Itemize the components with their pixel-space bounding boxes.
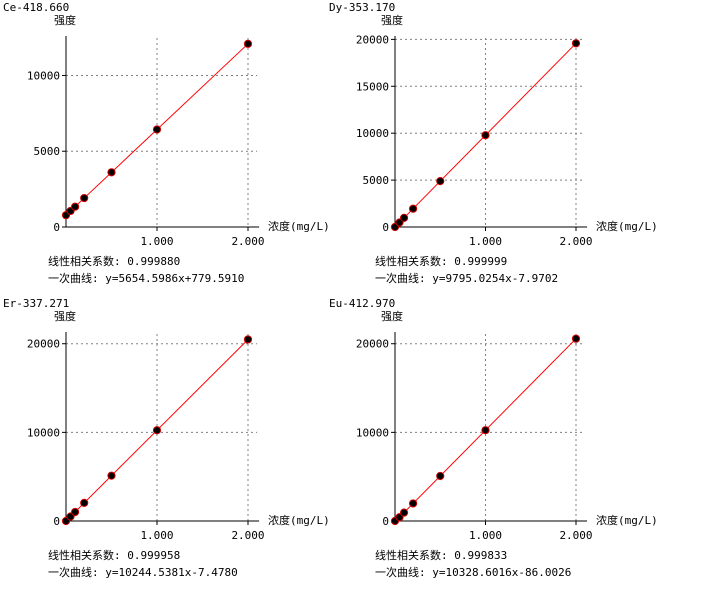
y-tick-label: 20000 xyxy=(356,33,389,46)
data-point xyxy=(71,507,80,517)
y-tick-label: 0 xyxy=(53,221,60,234)
y-axis-label: 强度 xyxy=(381,14,403,27)
correlation-text: 线性相关系数: 0.999999 xyxy=(375,255,507,268)
y-tick-label: 5000 xyxy=(363,174,390,187)
equation-label: 一次曲线: xyxy=(375,272,433,285)
y-axis-label: 强度 xyxy=(54,14,76,27)
y-tick-label: 20000 xyxy=(27,338,60,351)
y-axis-label: 强度 xyxy=(54,310,76,323)
equation-label: 一次曲线: xyxy=(48,566,106,579)
chart-panel-ce: Ce-418.660 强度 0 5000 10000 1.000 2.000 浓度(mg… xyxy=(0,0,340,290)
equation-text: 一次曲线: y=5654.5986x+779.5910 xyxy=(48,272,244,285)
y-tick-label: 5000 xyxy=(34,145,61,158)
x-tick-label: 1.000 xyxy=(469,235,502,248)
x-tick-label: 1.000 xyxy=(140,529,173,542)
correlation-value: 0.999880 xyxy=(127,255,181,268)
correlation-label: 线性相关系数: xyxy=(375,549,455,562)
chart-plot: 0 5000 10000 15000 20000 1.000 2.000 xyxy=(356,33,593,248)
data-point xyxy=(571,39,581,48)
chart-plot: 0 5000 10000 1.000 2.000 xyxy=(27,36,265,248)
data-point xyxy=(481,426,490,435)
data-point xyxy=(107,168,116,177)
x-axis-label: 浓度(mg/L) xyxy=(596,514,658,527)
data-point xyxy=(436,471,445,481)
chart-plot: 0 10000 20000 1.000 2.000 xyxy=(27,332,265,542)
equation-label: 一次曲线: xyxy=(375,566,433,579)
data-point xyxy=(80,193,89,203)
y-tick-label: 20000 xyxy=(356,338,389,351)
data-point xyxy=(481,131,490,140)
data-point xyxy=(243,39,253,48)
x-tick-label: 2.000 xyxy=(559,235,592,248)
chart-title: Eu-412.970 xyxy=(329,297,396,310)
correlation-value: 0.999958 xyxy=(127,549,181,562)
correlation-label: 线性相关系数: xyxy=(48,255,128,268)
correlation-value: 0.999999 xyxy=(454,255,508,268)
x-axis-label: 浓度(mg/L) xyxy=(596,220,658,233)
data-point xyxy=(409,204,418,213)
chart-panel-dy: Dy-353.170 强度 0 5000 10000 15000 20000 1.000 2… xyxy=(326,0,666,290)
equation-label: 一次曲线: xyxy=(48,272,106,285)
x-tick-label: 1.000 xyxy=(469,529,502,542)
data-point xyxy=(71,202,80,211)
equation-value: y=5654.5986x+779.5910 xyxy=(105,272,245,285)
x-tick-label: 2.000 xyxy=(231,235,264,248)
chart-panel-eu: Eu-412.970 强度 0 10000 20000 1.000 2.000 浓度(m… xyxy=(326,296,666,586)
chart-plot: 0 10000 20000 1.000 2.000 xyxy=(356,332,593,542)
equation-text: 一次曲线: y=10328.6016x-86.0026 xyxy=(375,566,571,579)
correlation-label: 线性相关系数: xyxy=(375,255,455,268)
equation-text: 一次曲线: y=10244.5381x-7.4780 xyxy=(48,566,238,579)
data-point xyxy=(80,498,89,508)
y-tick-label: 15000 xyxy=(356,80,389,93)
data-point xyxy=(409,499,418,508)
y-tick-label: 10000 xyxy=(356,426,389,439)
data-point xyxy=(399,213,409,222)
data-point xyxy=(436,177,445,186)
correlation-value: 0.999833 xyxy=(454,549,508,562)
y-tick-label: 10000 xyxy=(27,426,60,439)
y-tick-label: 10000 xyxy=(356,127,389,140)
x-axis-label: 浓度(mg/L) xyxy=(268,220,330,233)
chart-title: Ce-418.660 xyxy=(3,1,70,14)
chart-title: Er-337.271 xyxy=(3,297,70,310)
y-tick-label: 0 xyxy=(53,515,60,528)
y-axis-label: 强度 xyxy=(381,310,403,323)
correlation-text: 线性相关系数: 0.999958 xyxy=(48,549,180,562)
data-point xyxy=(107,471,116,480)
x-axis-label: 浓度(mg/L) xyxy=(268,514,330,527)
data-point xyxy=(243,335,253,344)
correlation-text: 线性相关系数: 0.999880 xyxy=(48,255,180,268)
data-point xyxy=(571,334,581,343)
y-tick-label: 10000 xyxy=(27,69,60,82)
data-point xyxy=(152,426,162,435)
correlation-text: 线性相关系数: 0.999833 xyxy=(375,549,507,562)
equation-text: 一次曲线: y=9795.0254x-7.9702 xyxy=(375,272,558,285)
chart-panel-er: Er-337.271 强度 0 10000 20000 1.000 2.000 浓度(m… xyxy=(0,296,340,586)
chart-title: Dy-353.170 xyxy=(329,1,396,14)
y-tick-label: 0 xyxy=(382,515,389,528)
data-point xyxy=(152,125,162,134)
x-tick-label: 2.000 xyxy=(559,529,592,542)
data-point xyxy=(399,508,409,517)
equation-value: y=10244.5381x-7.4780 xyxy=(105,566,238,579)
y-tick-label: 0 xyxy=(382,221,389,234)
equation-value: y=10328.6016x-86.0026 xyxy=(432,566,572,579)
equation-value: y=9795.0254x-7.9702 xyxy=(432,272,559,285)
x-tick-label: 2.000 xyxy=(231,529,264,542)
x-tick-label: 1.000 xyxy=(140,235,173,248)
correlation-label: 线性相关系数: xyxy=(48,549,128,562)
